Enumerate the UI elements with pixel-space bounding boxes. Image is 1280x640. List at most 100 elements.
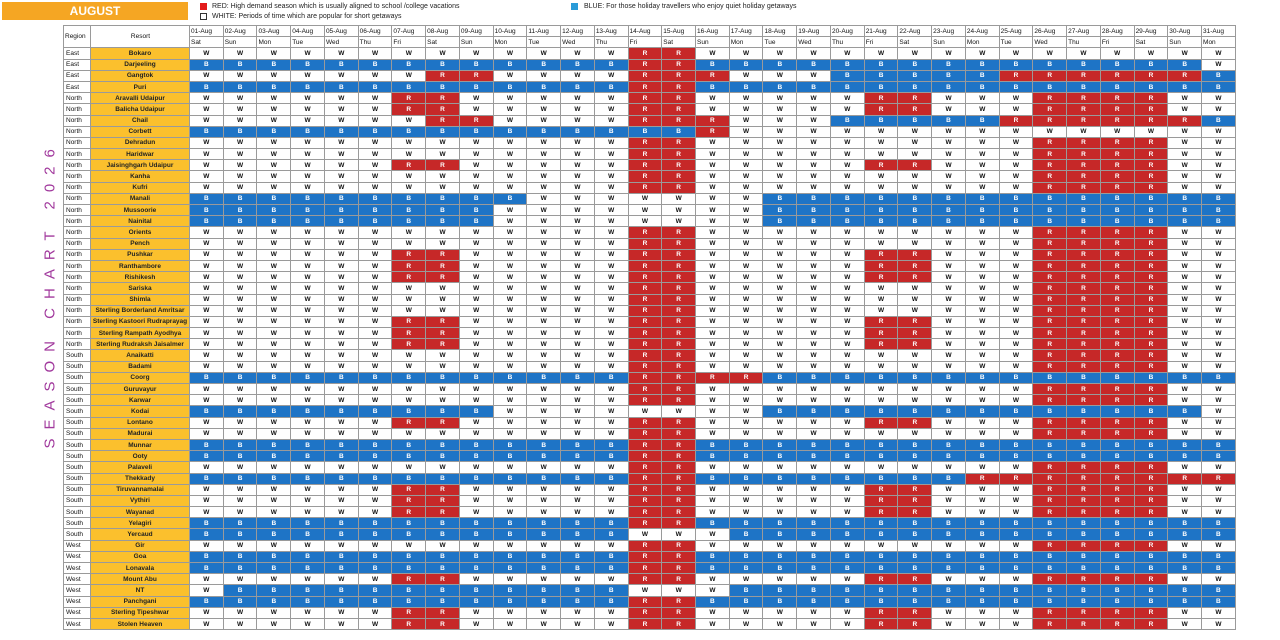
season-cell: R [1133,338,1169,351]
season-cell: W [256,461,292,474]
season-cell: W [222,349,258,362]
table-row: Region Resort 01-Aug 02-Aug 03-Aug 04-Aug 05-A… [63,24,1236,49]
season-cell: B [1201,450,1236,463]
season-cell: W [290,47,325,60]
season-cell: W [222,92,258,105]
season-cell: W [526,573,562,586]
season-cell: B [189,561,224,575]
season-cell: B [458,550,494,564]
season-cell: W [897,181,933,194]
season-cell: W [762,293,798,306]
season-cell: R [627,47,663,60]
season-cell: W [897,394,933,407]
resort-cell: Madurai [90,427,190,440]
season-cell: B [1167,438,1203,452]
season-cell: W [290,114,325,127]
season-cell: B [1167,371,1203,385]
season-cell: B [189,550,224,564]
season-cell: B [1032,584,1068,597]
season-cell: W [762,327,798,340]
season-cell: W [256,382,292,396]
season-cell: W [560,539,595,552]
season-cell: W [458,47,494,60]
season-cell: B [1066,58,1101,71]
season-cell: W [964,271,1000,284]
region-cell: North [63,271,91,284]
legend-text: RED: High demand season which is usually… [212,3,460,10]
season-cell: W [593,114,629,127]
season-cell: W [897,226,933,239]
season-cell: B [964,450,1000,463]
season-cell: W [796,92,831,105]
season-cell: W [829,349,865,362]
season-cell: R [897,159,933,172]
table-row: North Manali B B B B B B B B B B W W W W W W W B B B B B B B B B B B B… [63,192,1236,206]
season-cell: W [391,114,427,127]
season-cell: W [695,293,730,306]
season-cell: R [391,573,427,586]
season-cell: W [357,539,393,552]
season-cell: R [425,506,460,519]
season-cell: B [931,438,966,452]
season-cell: B [560,371,595,385]
season-cell: W [492,494,528,508]
season-cell: R [897,271,933,284]
season-cell: W [931,506,966,519]
season-cell: B [931,69,966,82]
season-cell: W [796,259,831,273]
season-cell: W [1133,125,1169,138]
season-cell: W [863,304,899,317]
season-cell: W [492,382,528,396]
weekday-header: Mon [964,36,1000,49]
season-cell: W [492,506,528,519]
date-header: 15-Aug [661,24,697,38]
season-cell: W [728,271,764,284]
weekday-header: Sun [458,36,494,49]
season-cell: W [728,494,764,508]
season-cell: B [931,371,966,385]
season-cell: R [661,606,697,619]
season-cell: B [1032,58,1068,71]
season-cell: B [964,528,1000,541]
season-cell: W [762,170,798,183]
season-cell: W [290,494,325,508]
season-cell: W [627,192,663,206]
season-cell: R [661,338,697,351]
season-cell: W [357,349,393,362]
season-cell: B [695,561,730,575]
season-cell: W [897,47,933,60]
season-cell: W [728,327,764,340]
weekday-header: Sat [425,36,460,49]
season-cell: B [290,125,325,138]
season-cell: W [189,584,224,597]
date-header: 26-Aug [1032,24,1068,38]
season-cell: R [1133,461,1169,474]
season-cell: R [1066,461,1101,474]
season-cell: W [256,136,292,150]
season-cell: B [222,80,258,94]
season-cell: B [256,125,292,138]
season-cell: B [391,595,427,608]
season-cell: R [1133,394,1169,407]
table-row: North Pushkar W W W W W W R R W W W W W R R W W W W W R R W W W R R R… [63,248,1236,261]
season-cell: W [998,271,1034,284]
season-cell: R [661,304,697,317]
season-cell: B [829,58,865,71]
season-cell: W [593,215,629,228]
season-cell: W [391,282,427,295]
season-cell: B [357,438,393,452]
season-cell: W [290,226,325,239]
season-cell: R [661,315,697,329]
season-cell: W [593,237,629,250]
season-cell: W [391,237,427,250]
season-cell: B [458,58,494,71]
season-cell: W [964,360,1000,373]
resort-cell: Kodai [90,405,190,418]
season-cell: W [357,327,393,340]
season-cell: R [627,450,663,463]
season-cell: B [1099,371,1135,385]
season-cell: W [728,181,764,194]
season-cell: W [189,170,224,183]
season-cell: B [762,472,798,485]
season-cell: W [728,506,764,519]
